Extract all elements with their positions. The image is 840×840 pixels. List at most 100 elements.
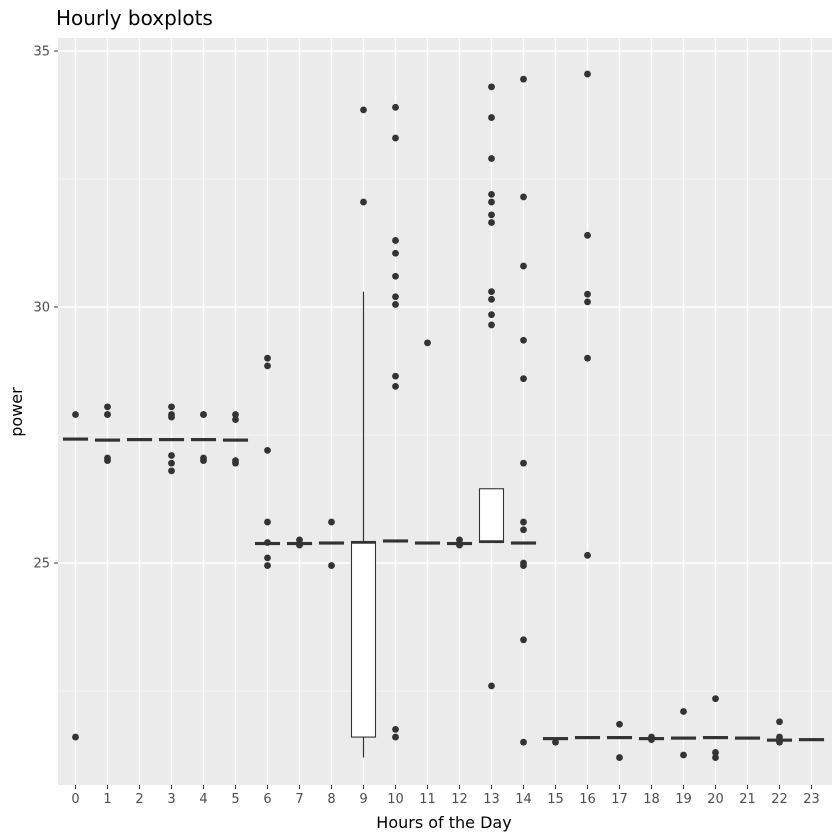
- outlier-point: [392, 134, 399, 142]
- outlier-point: [488, 295, 495, 303]
- outlier-point: [648, 736, 655, 744]
- outlier-point: [392, 272, 399, 280]
- outlier-point: [520, 336, 527, 344]
- outlier-point: [488, 321, 495, 329]
- x-tick-label: 16: [579, 792, 596, 807]
- outlier-point: [392, 237, 399, 244]
- x-tick-label: 3: [167, 792, 175, 807]
- outlier-point: [168, 452, 175, 459]
- outlier-point: [616, 720, 623, 728]
- x-tick-label: 15: [547, 792, 564, 807]
- x-tick-label: 18: [643, 792, 660, 807]
- outlier-point: [520, 562, 527, 569]
- box-hour-13: [478, 488, 505, 544]
- outlier-point: [712, 754, 719, 761]
- outlier-point: [488, 83, 495, 91]
- outlier-point: [520, 526, 527, 534]
- outlier-point: [264, 554, 271, 562]
- x-tick-label: 17: [611, 792, 628, 807]
- outlier-point: [520, 459, 527, 467]
- box-hour-9: [350, 291, 377, 758]
- outlier-point: [168, 413, 175, 421]
- outlier-point: [520, 262, 527, 270]
- outlier-point: [296, 541, 303, 549]
- box-hour-4: [190, 438, 217, 442]
- outlier-point: [488, 682, 495, 690]
- x-tick-label: 21: [739, 792, 756, 807]
- outlier-point: [200, 411, 207, 418]
- outlier-point: [392, 249, 399, 257]
- outlier-point: [264, 446, 271, 454]
- x-tick-label: 6: [263, 792, 271, 807]
- outlier-point: [616, 754, 623, 761]
- x-tick-label: 2: [135, 792, 143, 807]
- y-tick-label: 35: [33, 45, 50, 60]
- x-axis: 0 1 2 3 4 5 6 7 8 9 10 11 12 13 14 15 16 17 18 19 20 21 22 23: [71, 785, 820, 807]
- box-hour-23: [798, 738, 825, 742]
- outlier-point: [776, 718, 783, 726]
- outlier-point: [232, 416, 239, 424]
- boxes-layer: [62, 291, 825, 758]
- outlier-point: [488, 288, 495, 296]
- outlier-point: [552, 738, 559, 746]
- y-tick-label: 30: [33, 301, 50, 316]
- outlier-point: [520, 636, 527, 644]
- x-tick-label: 20: [707, 792, 724, 807]
- outlier-point: [104, 411, 111, 418]
- x-tick-label: 8: [327, 792, 335, 807]
- outlier-point: [456, 536, 463, 544]
- outlier-point: [456, 541, 463, 549]
- outlier-point: [488, 311, 495, 319]
- x-tick-label: 23: [803, 792, 820, 807]
- outlier-point: [488, 155, 495, 162]
- outlier-point: [584, 551, 591, 559]
- outlier-point: [72, 733, 79, 741]
- outlier-point: [328, 518, 335, 526]
- box-hour-5: [222, 438, 249, 442]
- outlier-point: [232, 411, 239, 418]
- outlier-point: [72, 411, 79, 418]
- y-tick-label: 25: [33, 557, 50, 572]
- box-hour-10: [382, 539, 409, 543]
- outlier-point: [104, 457, 111, 464]
- outlier-point: [520, 738, 527, 746]
- outlier-point: [488, 219, 495, 226]
- outlier-point: [360, 106, 367, 114]
- outlier-point: [104, 403, 111, 411]
- box-hour-21: [734, 736, 761, 740]
- x-axis-label: Hours of the Day: [376, 813, 511, 832]
- y-axis: 25 30 35: [33, 45, 58, 572]
- outlier-point: [424, 339, 431, 347]
- chart-title: Hourly boxplots: [56, 6, 213, 30]
- outlier-point: [392, 293, 399, 301]
- outlier-point: [392, 382, 399, 390]
- box-iqr: [350, 540, 377, 738]
- x-tick-label: 1: [103, 792, 111, 807]
- box-iqr: [478, 488, 505, 544]
- y-axis-label: power: [7, 387, 26, 437]
- outlier-point: [680, 708, 687, 715]
- x-tick-label: 4: [199, 792, 207, 807]
- outlier-point: [584, 70, 591, 78]
- outlier-point: [584, 290, 591, 298]
- outlier-point: [200, 457, 207, 464]
- outlier-point: [712, 695, 719, 703]
- outlier-point: [232, 459, 239, 467]
- box-hour-20: [702, 736, 729, 740]
- outlier-point: [520, 75, 527, 83]
- outlier-point: [264, 354, 271, 362]
- x-tick-label: 22: [771, 792, 788, 807]
- outlier-point: [168, 403, 175, 411]
- outlier-point: [168, 459, 175, 467]
- outlier-points-layer: [72, 70, 783, 761]
- box-hour-3: [158, 438, 185, 442]
- outlier-point: [584, 298, 591, 306]
- x-tick-label: 13: [483, 792, 500, 807]
- outlier-point: [584, 231, 591, 239]
- outlier-point: [360, 198, 367, 206]
- minor-gridlines: [58, 178, 832, 692]
- outlier-point: [488, 198, 495, 206]
- x-tick-label: 7: [295, 792, 303, 807]
- box-hour-11: [414, 541, 441, 545]
